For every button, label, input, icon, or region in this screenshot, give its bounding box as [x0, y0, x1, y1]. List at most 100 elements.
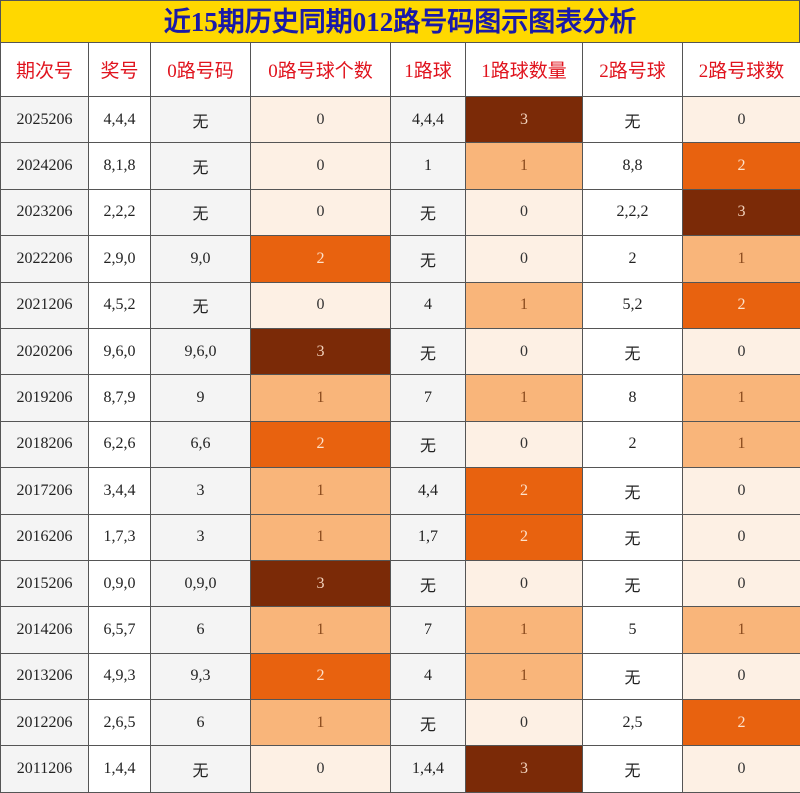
table-cell: 6 — [150, 606, 251, 654]
count-cell: 2 — [682, 699, 800, 747]
column-header: 0路号球个数 — [250, 42, 391, 97]
table-cell: 无 — [390, 188, 466, 237]
count-cell: 1 — [465, 374, 583, 422]
table-cell: 3 — [150, 467, 251, 515]
table-cell: 2019206 — [0, 374, 89, 422]
table-cell: 4,4,4 — [88, 95, 151, 144]
header-row: 期次号 奖号 0路号码 0路号球个数 1路球 1路球数量 2路号球 2路号球数 — [0, 42, 800, 97]
table-cell: 2024206 — [0, 142, 89, 190]
count-cell: 2 — [465, 513, 583, 561]
table-cell: 2020206 — [0, 327, 89, 376]
table-cell: 1,4,4 — [88, 745, 151, 793]
table-cell: 0,9,0 — [150, 559, 251, 608]
count-cell: 1 — [682, 235, 800, 283]
table-cell: 无 — [582, 327, 683, 376]
count-cell: 0 — [465, 188, 583, 237]
table-cell: 无 — [390, 327, 466, 376]
count-cell: 0 — [465, 235, 583, 283]
table-cell: 6,6 — [150, 420, 251, 469]
title: 近15期历史同期012路号码图示图表分析 — [0, 0, 800, 42]
count-cell: 1 — [250, 374, 391, 422]
count-cell: 3 — [250, 559, 391, 608]
table-cell: 2 — [582, 235, 683, 283]
table-row: 2013206 4,9,3 9,3 2 4 1 无 0 — [0, 652, 800, 701]
table: 期次号 奖号 0路号码 0路号球个数 1路球 1路球数量 2路号球 2路号球数 2025206… — [0, 42, 800, 793]
count-cell: 0 — [250, 281, 391, 329]
table-cell: 无 — [390, 235, 466, 283]
table-cell: 2014206 — [0, 606, 89, 654]
table-cell: 7 — [390, 606, 466, 654]
table-cell: 0,9,0 — [88, 559, 151, 608]
column-header: 2路号球 — [582, 42, 683, 97]
table-cell: 4,9,3 — [88, 652, 151, 701]
table-cell: 2,9,0 — [88, 235, 151, 283]
count-cell: 2 — [682, 281, 800, 329]
table-cell: 7 — [390, 374, 466, 422]
table-cell: 无 — [390, 699, 466, 747]
count-cell: 0 — [250, 95, 391, 144]
table-cell: 9,3 — [150, 652, 251, 701]
table-row: 2011206 1,4,4 无 0 1,4,4 3 无 0 — [0, 745, 800, 793]
table-cell: 4,4 — [390, 467, 466, 515]
table-cell: 6,5,7 — [88, 606, 151, 654]
table-body: 2025206 4,4,4 无 0 4,4,4 3 无 0 2024206 8,1,8 无 0 1 1 8,… — [0, 95, 800, 793]
count-cell: 0 — [682, 327, 800, 376]
table-cell: 无 — [390, 420, 466, 469]
table-cell: 8,1,8 — [88, 142, 151, 190]
count-cell: 0 — [465, 559, 583, 608]
table-cell: 无 — [150, 281, 251, 329]
count-cell: 0 — [465, 699, 583, 747]
table-cell: 无 — [582, 513, 683, 561]
table-cell: 2023206 — [0, 188, 89, 237]
table-row: 2022206 2,9,0 9,0 2 无 0 2 1 — [0, 235, 800, 283]
table-cell: 9,0 — [150, 235, 251, 283]
table-cell: 2022206 — [0, 235, 89, 283]
count-cell: 0 — [250, 142, 391, 190]
table-row: 2016206 1,7,3 3 1 1,7 2 无 0 — [0, 513, 800, 561]
table-cell: 2018206 — [0, 420, 89, 469]
count-cell: 3 — [250, 327, 391, 376]
table-row: 2017206 3,4,4 3 1 4,4 2 无 0 — [0, 467, 800, 515]
table-cell: 9,6,0 — [150, 327, 251, 376]
count-cell: 0 — [682, 513, 800, 561]
table-cell: 8,7,9 — [88, 374, 151, 422]
count-cell: 0 — [682, 652, 800, 701]
table-cell: 无 — [582, 467, 683, 515]
table-row: 2024206 8,1,8 无 0 1 1 8,8 2 — [0, 142, 800, 190]
count-cell: 3 — [465, 95, 583, 144]
table-cell: 1,7,3 — [88, 513, 151, 561]
table-cell: 2013206 — [0, 652, 89, 701]
count-cell: 0 — [250, 745, 391, 793]
count-cell: 1 — [250, 606, 391, 654]
table-cell: 无 — [150, 95, 251, 144]
count-cell: 1 — [250, 467, 391, 515]
count-cell: 1 — [250, 699, 391, 747]
count-cell: 3 — [682, 188, 800, 237]
table-cell: 9,6,0 — [88, 327, 151, 376]
table-cell: 4 — [390, 281, 466, 329]
table-cell: 2,5 — [582, 699, 683, 747]
table-row: 2015206 0,9,0 0,9,0 3 无 0 无 0 — [0, 559, 800, 608]
count-cell: 1 — [465, 606, 583, 654]
table-cell: 8 — [582, 374, 683, 422]
count-cell: 1 — [465, 281, 583, 329]
table-cell: 5 — [582, 606, 683, 654]
count-cell: 0 — [465, 420, 583, 469]
table-cell: 4 — [390, 652, 466, 701]
table-cell: 无 — [150, 142, 251, 190]
count-cell: 1 — [682, 606, 800, 654]
count-cell: 2 — [465, 467, 583, 515]
table-row: 2018206 6,2,6 6,6 2 无 0 2 1 — [0, 420, 800, 469]
count-cell: 2 — [682, 142, 800, 190]
count-cell: 0 — [682, 467, 800, 515]
table-cell: 4,4,4 — [390, 95, 466, 144]
table-row: 2012206 2,6,5 6 1 无 0 2,5 2 — [0, 699, 800, 747]
table-cell: 无 — [582, 95, 683, 144]
table-cell: 1 — [390, 142, 466, 190]
table-cell: 2017206 — [0, 467, 89, 515]
table-cell: 2016206 — [0, 513, 89, 561]
count-cell: 0 — [682, 95, 800, 144]
table-cell: 无 — [582, 652, 683, 701]
table-cell: 2,2,2 — [88, 188, 151, 237]
